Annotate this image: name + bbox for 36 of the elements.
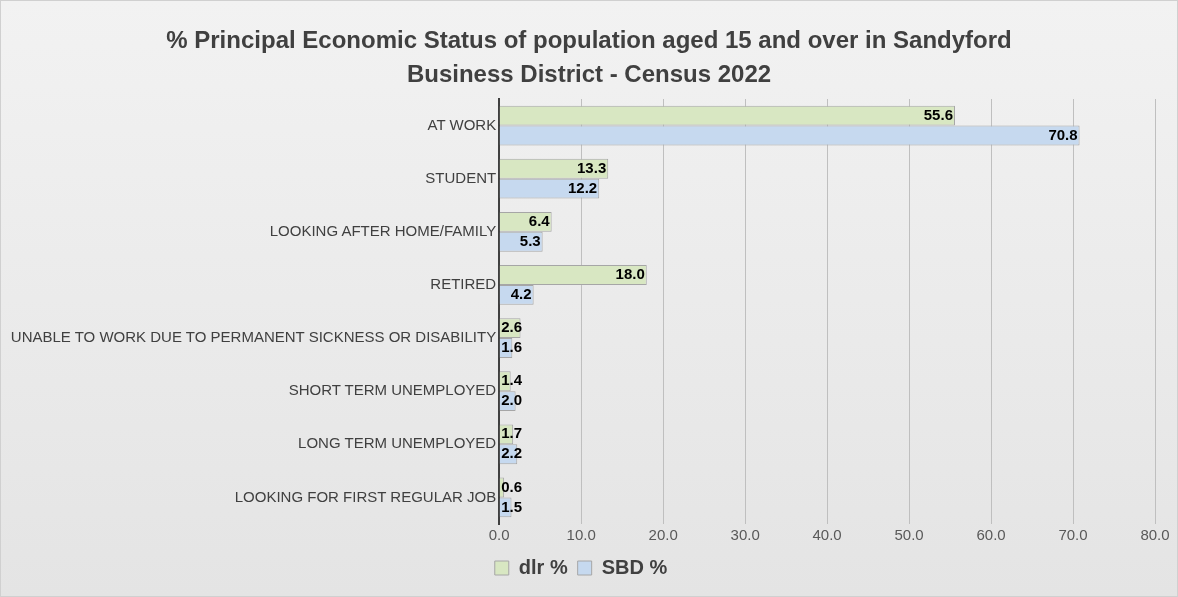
- legend-label: dlr %: [518, 555, 568, 578]
- y-tick-label: SHORT TERM UNEMPLOYED: [288, 381, 497, 399]
- x-tick-label: 30.0: [730, 526, 760, 544]
- data-label: 2.2: [501, 444, 523, 462]
- data-label: 5.3: [519, 231, 541, 249]
- x-tick-label: 20.0: [648, 526, 678, 544]
- y-tick-label: AT WORK: [427, 115, 497, 133]
- chart-title: % Principal Economic Status of population aged 15 and over in Sandyford Business District - Census 2022: [165, 25, 1013, 87]
- y-tick-label: LOOKING AFTER HOME/FAMILY: [269, 221, 497, 239]
- x-tick-label: 10.0: [566, 526, 596, 544]
- x-tick-label: 80.0: [1140, 526, 1170, 544]
- y-tick-label: LOOKING FOR FIRST REGULAR JOB: [234, 487, 497, 505]
- y-tick-label: LONG TERM UNEMPLOYED: [298, 434, 497, 452]
- x-tick-label: 60.0: [976, 526, 1006, 544]
- x-tick-label: 50.0: [894, 526, 924, 544]
- data-label: 13.3: [577, 158, 607, 176]
- data-label: 2.6: [501, 318, 523, 336]
- data-label: 18.0: [615, 265, 645, 283]
- data-label: 55.6: [923, 105, 953, 123]
- data-label: 6.4: [528, 211, 551, 229]
- data-label: 1.7: [501, 424, 523, 442]
- data-label: 1.6: [501, 338, 523, 356]
- data-label: 1.4: [501, 371, 523, 389]
- data-label: 2.0: [501, 391, 523, 409]
- y-tick-label: RETIRED: [430, 275, 497, 293]
- data-label: 4.2: [510, 285, 532, 303]
- x-tick-label: 0.0: [488, 526, 510, 544]
- data-label: 1.5: [501, 497, 523, 515]
- x-tick-label: 40.0: [812, 526, 842, 544]
- data-label: 0.6: [501, 477, 523, 495]
- x-tick-label: 70.0: [1058, 526, 1088, 544]
- data-label: 12.2: [568, 178, 598, 196]
- y-tick-label: UNABLE TO WORK DUE TO PERMANENT SICKNESS OR DISABILITY: [10, 328, 497, 346]
- legend-label: SBD %: [601, 555, 668, 578]
- y-tick-label: STUDENT: [425, 168, 497, 186]
- data-label: 70.8: [1048, 125, 1078, 143]
